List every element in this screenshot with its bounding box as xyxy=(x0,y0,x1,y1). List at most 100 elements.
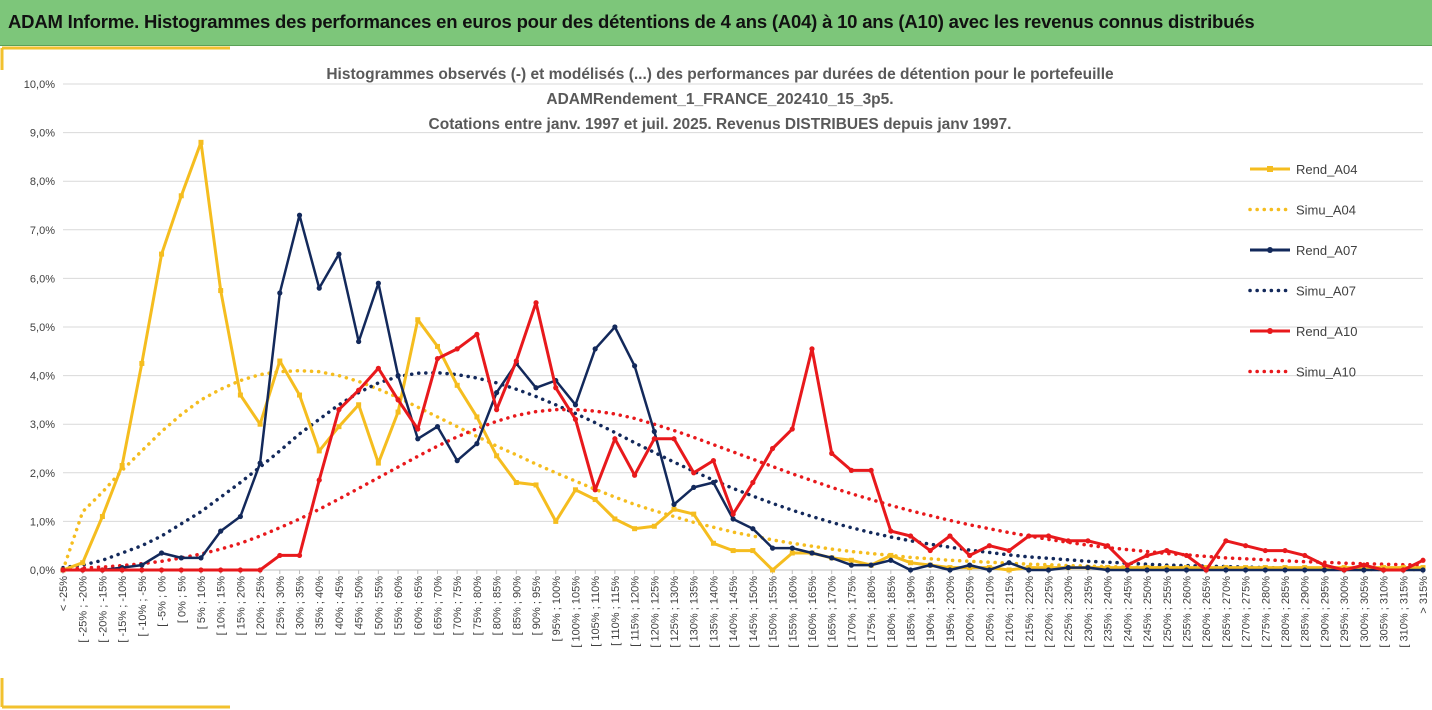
x-tick-label: [ 205% ; 210% xyxy=(984,576,996,648)
x-tick-label: [ 245% ; 250% xyxy=(1142,576,1154,648)
y-tick-label: 0,0% xyxy=(30,565,55,577)
legend-label: Rend_A07 xyxy=(1296,243,1357,258)
data-point xyxy=(572,402,579,408)
x-tick-label: < -25% xyxy=(58,576,70,611)
x-tick-label: [ 75% ; 80% xyxy=(472,576,484,636)
data-point xyxy=(178,567,184,573)
legend-label: Rend_A04 xyxy=(1296,162,1357,177)
y-tick-label: 8,0% xyxy=(30,176,55,188)
data-point xyxy=(296,552,303,559)
x-tick-label: [ 60% ; 65% xyxy=(413,576,425,636)
data-point xyxy=(1262,567,1268,573)
data-point xyxy=(218,288,224,294)
data-point xyxy=(415,317,421,323)
x-tick-label: [ 105% ; 110% xyxy=(590,576,602,647)
data-point xyxy=(927,562,933,568)
y-axis-tick-labels: 0,0% 1,0% 2,0% 3,0% 4,0% 5,0% 6,0% 7,0% 8,0% 9,0%… xyxy=(24,79,55,577)
data-point xyxy=(139,562,145,568)
data-point xyxy=(770,567,776,573)
legend-marker xyxy=(1267,166,1273,172)
data-point xyxy=(888,557,894,563)
data-point xyxy=(395,409,401,415)
data-point xyxy=(474,441,480,447)
x-tick-label: [ -25% ; -20% xyxy=(78,576,90,643)
data-point xyxy=(888,528,894,534)
y-tick-label: 2,0% xyxy=(30,468,55,480)
data-point xyxy=(730,516,736,522)
x-tick-label: [ 0% ; 5% xyxy=(176,576,188,623)
data-point xyxy=(967,562,973,568)
data-point xyxy=(592,497,598,503)
x-tick-label: [ 190% ; 195% xyxy=(925,576,937,648)
data-point xyxy=(730,548,736,554)
histogram-chart: 0,0% 1,0% 2,0% 3,0% 4,0% 5,0% 6,0% 7,0% 8,0% 9,0%… xyxy=(0,46,1432,710)
data-point xyxy=(1380,567,1387,573)
data-point xyxy=(494,453,500,459)
x-tick-label: [ 200% ; 205% xyxy=(965,576,977,648)
data-point xyxy=(434,355,441,362)
x-tick-label: [ 110% ; 115% xyxy=(610,576,622,646)
data-point xyxy=(237,567,243,573)
data-point xyxy=(198,567,204,573)
x-tick-label: [ 170% ; 175% xyxy=(846,576,858,648)
data-point xyxy=(1243,567,1249,573)
x-tick-label: [ 40% ; 45% xyxy=(334,576,346,636)
data-point xyxy=(513,358,519,364)
x-tick-label: [ 210% ; 215% xyxy=(1004,576,1016,648)
x-tick-label: [ 250% ; 255% xyxy=(1162,576,1174,648)
data-point xyxy=(159,251,165,257)
x-tick-label: [ 115% ; 120% xyxy=(630,576,642,647)
series-rend-a10 xyxy=(60,300,1426,573)
x-tick-label: [ 20% ; 25% xyxy=(255,576,267,636)
data-point xyxy=(434,343,440,349)
legend-label: Simu_A04 xyxy=(1296,203,1356,218)
x-tick-label: [ 240% ; 245% xyxy=(1122,576,1134,648)
x-tick-label: [ -20% ; -15% xyxy=(97,576,109,643)
x-tick-label: [ 215% ; 220% xyxy=(1024,576,1036,648)
data-point xyxy=(631,472,638,478)
y-tick-label: 1,0% xyxy=(30,516,55,528)
data-point xyxy=(513,480,519,486)
data-point xyxy=(277,358,283,364)
data-point xyxy=(277,290,283,296)
data-point xyxy=(986,567,992,573)
data-point xyxy=(750,479,756,486)
data-point xyxy=(1026,533,1032,539)
data-point xyxy=(198,139,204,145)
x-tick-label: [ 30% ; 35% xyxy=(295,576,307,636)
data-point xyxy=(1085,538,1091,544)
data-point xyxy=(1321,562,1328,568)
data-point xyxy=(691,484,697,490)
data-point xyxy=(1302,552,1308,559)
data-point xyxy=(750,548,756,554)
data-point xyxy=(277,552,283,559)
data-point xyxy=(1223,567,1229,573)
x-tick-label: [ 185% ; 190% xyxy=(906,576,918,648)
data-point xyxy=(888,552,894,558)
data-point xyxy=(1144,567,1150,573)
chart-title-line: Histogrammes observés (-) et modélisés (… xyxy=(326,66,1114,83)
x-tick-label: > 315% xyxy=(1418,576,1430,614)
data-point xyxy=(730,511,736,517)
data-point xyxy=(1026,567,1032,573)
data-point xyxy=(612,436,618,442)
series-line xyxy=(63,301,1424,572)
data-point xyxy=(769,545,776,551)
y-tick-label: 5,0% xyxy=(30,322,55,334)
x-tick-label: [ 35% ; 40% xyxy=(314,576,326,636)
data-point xyxy=(494,390,500,396)
x-tick-label: [ -10% ; -5% xyxy=(137,576,149,637)
x-tick-label: [ 220% ; 225% xyxy=(1044,576,1056,648)
data-point xyxy=(454,458,460,464)
data-point xyxy=(651,428,657,435)
x-tick-label: [ 260% ; 265% xyxy=(1201,576,1213,648)
data-point xyxy=(257,567,263,573)
data-point xyxy=(927,547,933,554)
data-point xyxy=(671,436,677,442)
data-point xyxy=(415,426,421,432)
data-point xyxy=(1105,543,1111,549)
x-tick-label: [ 65% ; 70% xyxy=(432,576,444,636)
x-tick-label: [ 255% ; 260% xyxy=(1181,576,1193,648)
data-point xyxy=(474,331,480,337)
data-point xyxy=(908,560,914,566)
